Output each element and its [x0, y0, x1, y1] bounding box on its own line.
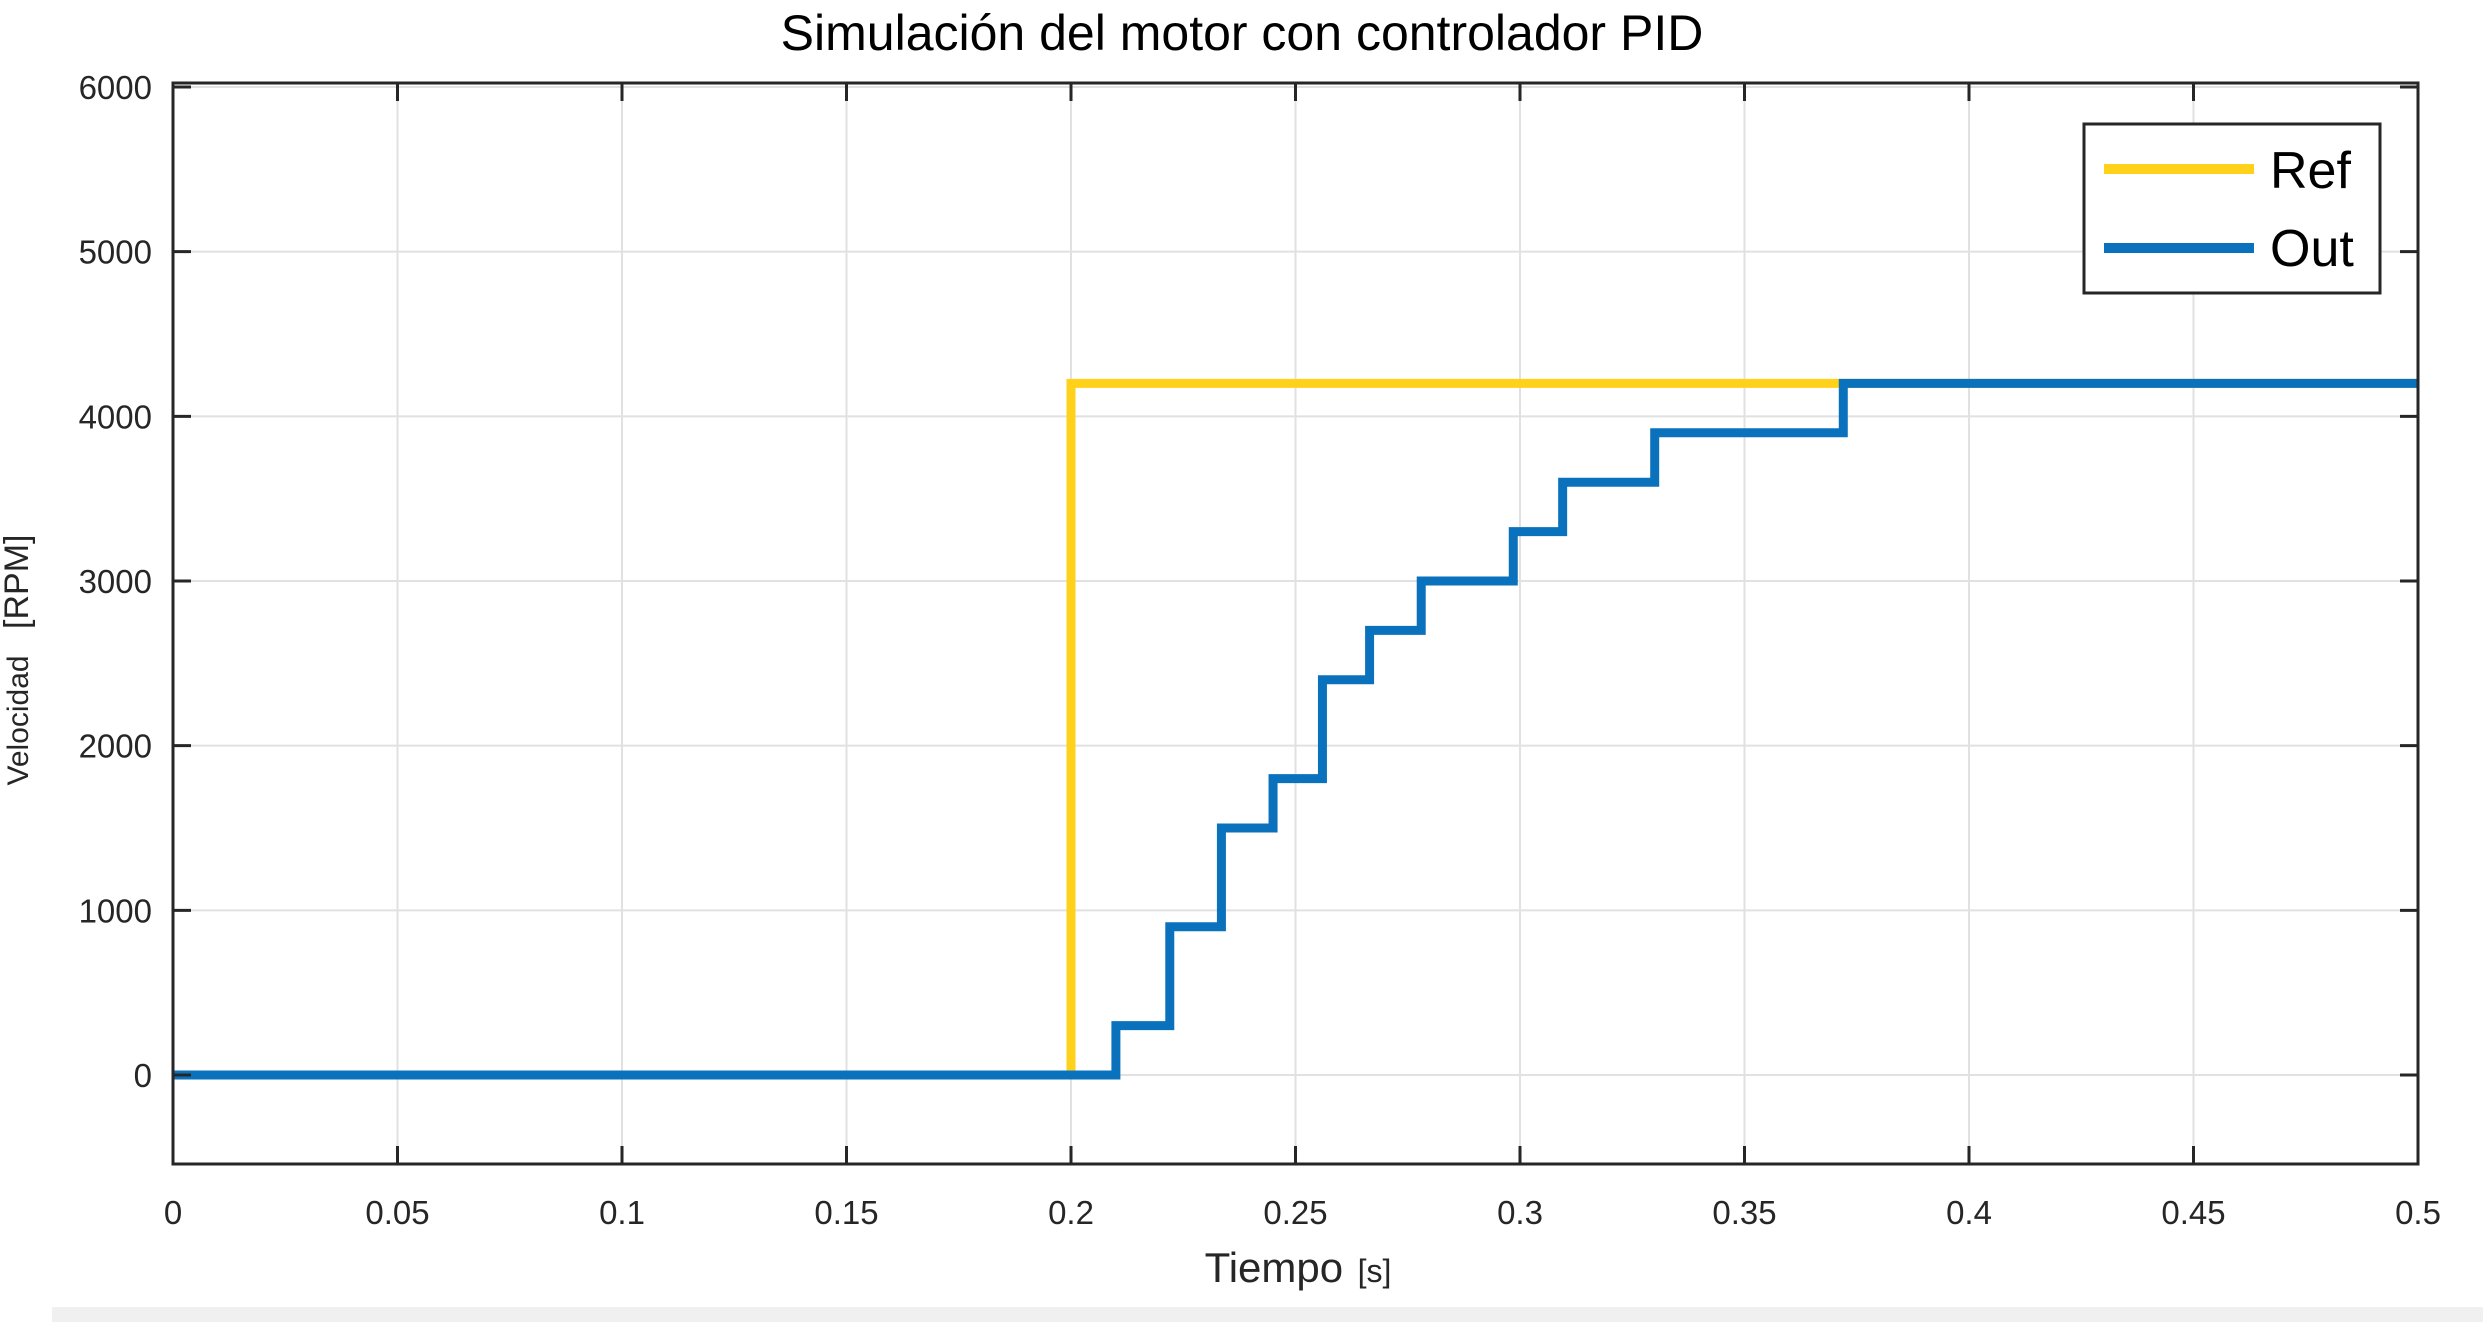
- x-tick-label: 0.25: [1263, 1194, 1327, 1231]
- x-tick-label: 0.15: [814, 1194, 878, 1231]
- y-axis-label-main: Velocidad: [2, 655, 35, 785]
- bottom-strip: [52, 1307, 2483, 1322]
- x-tick-label: 0.4: [1946, 1194, 1992, 1231]
- y-tick-label: 5000: [79, 234, 152, 271]
- series-lines: [173, 378, 2418, 1080]
- y-tick-label: 2000: [79, 728, 152, 765]
- x-tick-label: 0.2: [1048, 1194, 1094, 1231]
- x-tick-label: 0.45: [2161, 1194, 2225, 1231]
- series-line-out: [173, 378, 2418, 1080]
- x-tick-label: 0.1: [599, 1194, 645, 1231]
- y-axis-label: Velocidad [RPM]: [0, 534, 36, 785]
- y-tick-label: 6000: [79, 69, 152, 106]
- y-tick-label: 0: [134, 1057, 152, 1094]
- y-tick-label: 3000: [79, 563, 152, 600]
- y-axis-label-unit: [RPM]: [0, 534, 36, 628]
- y-tick-labels: 0 1000 2000 3000 4000 5000 6000: [79, 69, 152, 1094]
- y-tick-label: 1000: [79, 892, 152, 929]
- x-axis-label-unit: [s]: [1358, 1253, 1392, 1289]
- legend: Ref Out: [2082, 122, 2382, 295]
- x-tick-labels: 0 0.05 0.1 0.15 0.2 0.25 0.3 0.35 0.4 0.45 0.5: [164, 1194, 2441, 1231]
- tick-marks: [171, 83, 2420, 1164]
- x-tick-label: 0.35: [1712, 1194, 1776, 1231]
- x-axis-label-main: Tiempo: [1205, 1244, 1344, 1291]
- x-tick-label: 0.5: [2395, 1194, 2441, 1231]
- legend-box: [2082, 122, 2382, 295]
- x-axis-label: Tiempo [s]: [1205, 1244, 1392, 1291]
- legend-label-ref: Ref: [2270, 142, 2351, 200]
- x-tick-label: 0: [164, 1194, 182, 1231]
- x-tick-label: 0.3: [1497, 1194, 1543, 1231]
- x-tick-label: 0.05: [365, 1194, 429, 1231]
- y-tick-label: 4000: [79, 398, 152, 435]
- chart-title: Simulación del motor con controlador PID: [781, 5, 1704, 61]
- legend-label-out: Out: [2270, 220, 2354, 278]
